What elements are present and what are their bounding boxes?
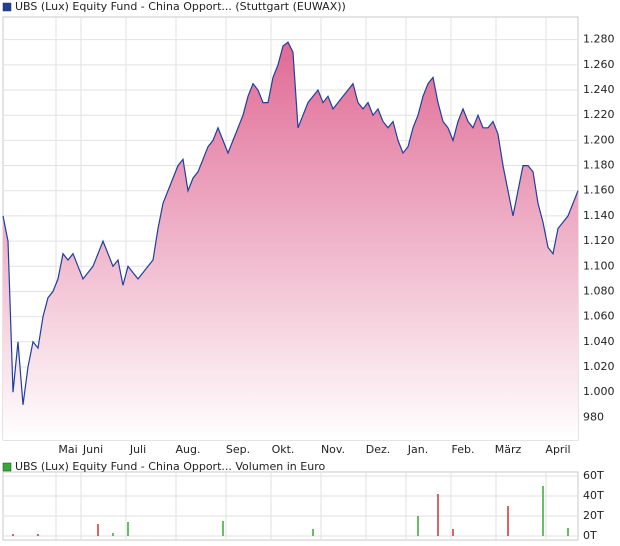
y-tick-label: 1.220 bbox=[583, 108, 615, 121]
y-tick-label: 0T bbox=[583, 529, 597, 542]
y-tick-label: 1.040 bbox=[583, 335, 615, 348]
volume-bar bbox=[37, 534, 39, 536]
y-tick-label: 1.200 bbox=[583, 133, 615, 146]
x-tick-label: April bbox=[545, 443, 570, 456]
y-tick-label: 1.020 bbox=[583, 360, 615, 373]
volume-bar bbox=[97, 524, 99, 536]
area-fill bbox=[3, 42, 578, 440]
y-tick-label: 1.180 bbox=[583, 159, 615, 172]
y-tick-label: 980 bbox=[583, 410, 604, 423]
x-tick-label: Feb. bbox=[452, 443, 475, 456]
volume-bar bbox=[567, 528, 569, 536]
x-tick-label: Juli bbox=[129, 443, 146, 456]
volume-bar bbox=[507, 506, 509, 536]
volume-bar bbox=[542, 486, 544, 536]
x-tick-label: März bbox=[495, 443, 522, 456]
x-tick-label: Aug. bbox=[176, 443, 201, 456]
legend-label: UBS (Lux) Equity Fund - China Opport... … bbox=[15, 0, 346, 13]
volume-bar bbox=[452, 529, 454, 536]
x-tick-label: Mai bbox=[58, 443, 77, 456]
volume-bar bbox=[112, 533, 114, 536]
y-tick-label: 1.140 bbox=[583, 209, 615, 222]
legend-label: UBS (Lux) Equity Fund - China Opport... … bbox=[15, 460, 325, 473]
volume-bar bbox=[417, 516, 419, 536]
x-tick-label: Okt. bbox=[272, 443, 295, 456]
legend-swatch bbox=[2, 2, 12, 12]
volume-bar bbox=[312, 529, 314, 536]
volume-bar bbox=[12, 534, 14, 536]
y-tick-label: 1.260 bbox=[583, 58, 615, 71]
y-tick-label: 1.280 bbox=[583, 33, 615, 46]
y-tick-label: 1.160 bbox=[583, 184, 615, 197]
x-tick-label: Dez. bbox=[366, 443, 391, 456]
y-tick-label: 1.120 bbox=[583, 234, 615, 247]
y-tick-label: 1.240 bbox=[583, 83, 615, 96]
y-tick-label: 20T bbox=[583, 509, 604, 522]
volume-bar bbox=[127, 522, 129, 536]
legend-swatch bbox=[2, 462, 12, 472]
plot-area bbox=[2, 471, 579, 541]
y-tick-label: 1.000 bbox=[583, 385, 615, 398]
x-tick-label: Sep. bbox=[226, 443, 250, 456]
y-tick-label: 1.100 bbox=[583, 259, 615, 272]
price-line bbox=[2, 41, 579, 405]
volume-bar bbox=[222, 521, 224, 536]
y-tick-label: 1.080 bbox=[583, 284, 615, 297]
volume-bar bbox=[437, 494, 439, 536]
y-tick-label: 1.060 bbox=[583, 310, 615, 323]
y-tick-label: 40T bbox=[583, 489, 604, 502]
y-tick-label: 60T bbox=[583, 469, 604, 482]
x-tick-label: Nov. bbox=[321, 443, 345, 456]
x-tick-label: Jan. bbox=[407, 443, 428, 456]
x-tick-label: Juni bbox=[82, 443, 103, 456]
